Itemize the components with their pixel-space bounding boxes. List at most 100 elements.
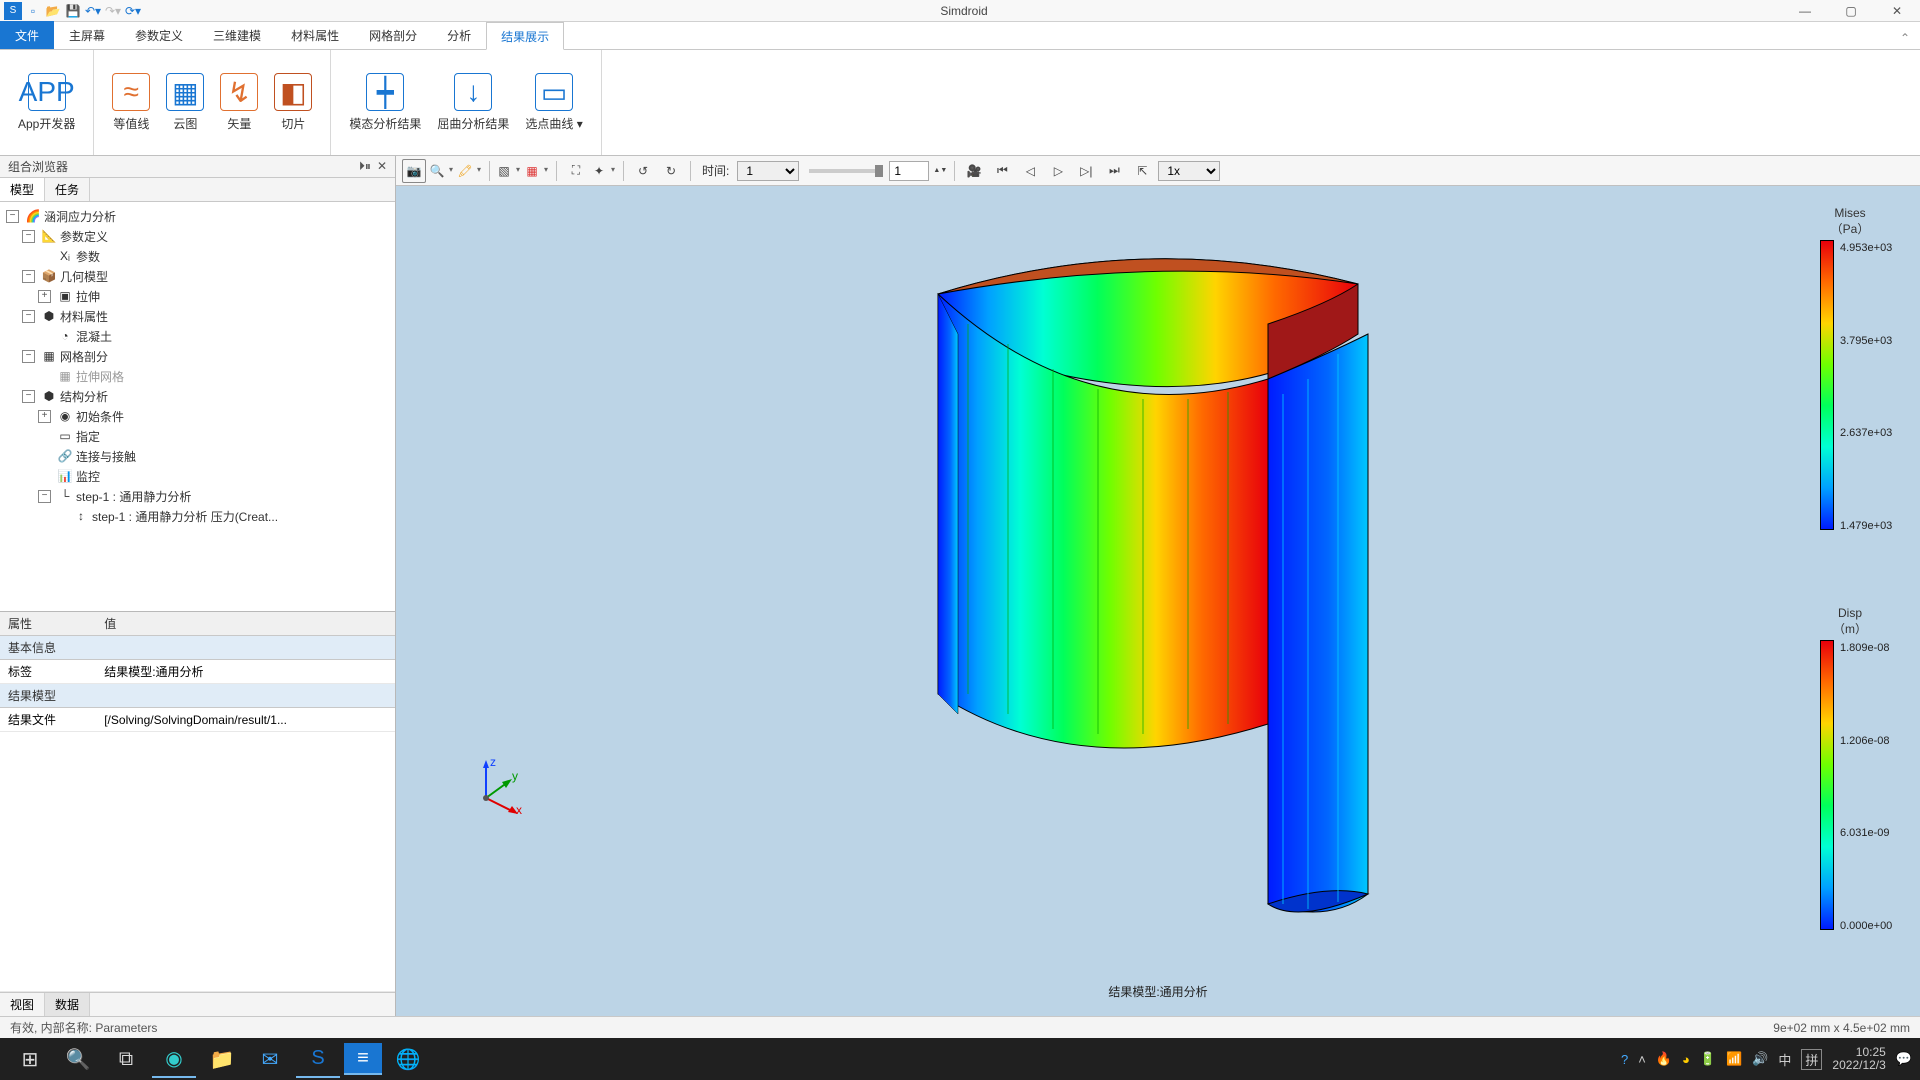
maximize-button[interactable]: ▢ <box>1828 0 1874 22</box>
tab-data[interactable]: 数据 <box>45 993 90 1016</box>
pin-icon[interactable]: ⏵⏸ <box>359 159 371 174</box>
tray-up-icon[interactable]: ˄ <box>1638 1052 1646 1067</box>
tree-node[interactable]: −📦几何模型 <box>2 266 393 286</box>
fit-icon[interactable]: ⛶ <box>564 159 588 183</box>
ime-mode[interactable]: 拼 <box>1801 1049 1822 1070</box>
ribbon-切片[interactable]: ◧切片 <box>266 69 320 136</box>
tree-node[interactable]: −⬢材料属性 <box>2 306 393 326</box>
prev-icon[interactable]: ◁ <box>1018 159 1042 183</box>
ribbon-云图[interactable]: ▦云图 <box>158 69 212 136</box>
camera-icon[interactable]: 📷 <box>402 159 426 183</box>
tree-node[interactable]: −⬢结构分析 <box>2 386 393 406</box>
ribbon-选点曲线[interactable]: ▭选点曲线 ▾ <box>517 69 590 136</box>
tab-analysis[interactable]: 分析 <box>432 21 486 49</box>
prop-value[interactable]: [/Solving/SolvingDomain/result/1... <box>96 708 395 732</box>
tab-results[interactable]: 结果展示 <box>486 22 564 50</box>
prop-value[interactable]: 结果模型:通用分析 <box>96 660 395 684</box>
minimize-button[interactable]: — <box>1782 0 1828 22</box>
next-icon[interactable]: ▷| <box>1074 159 1098 183</box>
start-button[interactable]: ⊞ <box>8 1040 52 1078</box>
app2-icon[interactable]: ≡ <box>344 1043 382 1075</box>
tree-node[interactable]: +◉初始条件 <box>2 406 393 426</box>
ribbon-App开发器[interactable]: APPApp开发器 <box>10 69 83 136</box>
collapse-ribbon-icon[interactable]: ⌃ <box>1890 27 1920 49</box>
tab-mesh[interactable]: 网格剖分 <box>354 21 432 49</box>
grid-icon[interactable]: ▦ <box>525 159 549 183</box>
redo-icon[interactable]: ↷▾ <box>104 2 122 20</box>
viewport-toolbar: 📷 🔍 🖍 ▧ ▦ ⛶ ✦ ↺ ↻ 时间: 1 ▲▼ 🎥 <box>396 156 1920 186</box>
tab-geom[interactable]: 三维建模 <box>198 21 276 49</box>
app1-icon[interactable]: S <box>296 1040 340 1078</box>
tree-node[interactable]: ▦拉伸网格 <box>2 366 393 386</box>
time-select[interactable]: 1 <box>737 161 799 181</box>
quick-access-toolbar: S ▫ 📂 💾 ↶▾ ↷▾ ⟳▾ <box>0 2 146 20</box>
model-tree[interactable]: −🌈涵洞应力分析−📐参数定义Xᵢ参数−📦几何模型+▣拉伸−⬢材料属性◔混凝土−▦… <box>0 202 395 611</box>
tab-task[interactable]: 任务 <box>45 178 90 201</box>
tree-node[interactable]: ↕step-1 : 通用静力分析 压力(Creat... <box>2 506 393 526</box>
tab-file[interactable]: 文件 <box>0 21 54 49</box>
volume-icon[interactable]: 🔊 <box>1752 1051 1768 1067</box>
rotate-left-icon[interactable]: ↺ <box>631 159 655 183</box>
open-icon[interactable]: 📂 <box>44 2 62 20</box>
tree-node[interactable]: 🔗连接与接触 <box>2 446 393 466</box>
app3-icon[interactable]: 🌐 <box>386 1040 430 1078</box>
tab-model[interactable]: 模型 <box>0 178 45 201</box>
tree-node[interactable]: ◔混凝土 <box>2 326 393 346</box>
save-icon[interactable]: 💾 <box>64 2 82 20</box>
result-mesh <box>898 224 1418 944</box>
title-bar: S ▫ 📂 💾 ↶▾ ↷▾ ⟳▾ Simdroid — ▢ ✕ <box>0 0 1920 22</box>
tree-node[interactable]: Xᵢ参数 <box>2 246 393 266</box>
system-tray: ? ˄ 🔥 ◕ 🔋 📶 🔊 中 拼 10:252022/12/3 💬 <box>1621 1046 1912 1072</box>
rotate-right-icon[interactable]: ↻ <box>659 159 683 183</box>
export-icon[interactable]: ⇱ <box>1130 159 1154 183</box>
ime-lang[interactable]: 中 <box>1778 1050 1791 1069</box>
ribbon-矢量[interactable]: ↯矢量 <box>212 69 266 136</box>
explorer-icon[interactable]: 📁 <box>200 1040 244 1078</box>
tree-node[interactable]: ▭指定 <box>2 426 393 446</box>
tray-app2-icon[interactable]: ◕ <box>1682 1052 1690 1067</box>
box-icon[interactable]: ▧ <box>497 159 521 183</box>
time-slider[interactable] <box>809 169 879 173</box>
mail-icon[interactable]: ✉ <box>248 1040 292 1078</box>
battery-icon[interactable]: 🔋 <box>1700 1051 1716 1067</box>
tree-node[interactable]: +▣拉伸 <box>2 286 393 306</box>
taskview-icon[interactable]: ⧉ <box>104 1040 148 1078</box>
tree-node[interactable]: −📐参数定义 <box>2 226 393 246</box>
speed-select[interactable]: 1x <box>1158 161 1220 181</box>
tray-app-icon[interactable]: 🔥 <box>1656 1051 1672 1067</box>
wifi-icon[interactable]: 📶 <box>1726 1051 1742 1067</box>
step-input[interactable] <box>889 161 929 181</box>
tree-node[interactable]: −🌈涵洞应力分析 <box>2 206 393 226</box>
ribbon-模态分析结果[interactable]: ┿模态分析结果 <box>341 69 429 136</box>
step-spinner-icon[interactable]: ▲▼ <box>933 159 947 183</box>
canvas-3d[interactable]: z y x 结果模型:通用分析 Mises（Pa） 4.953e+03 3.79… <box>396 186 1920 1016</box>
search-icon[interactable]: 🔍 <box>56 1040 100 1078</box>
highlight-icon[interactable]: 🖍 <box>458 159 482 183</box>
first-icon[interactable]: ⏮ <box>990 159 1014 183</box>
axes-icon[interactable]: ✦ <box>592 159 616 183</box>
record-icon[interactable]: 🎥 <box>962 159 986 183</box>
play-icon[interactable]: ▷ <box>1046 159 1070 183</box>
zoom-icon[interactable]: 🔍 <box>430 159 454 183</box>
help-icon[interactable]: ? <box>1621 1052 1628 1067</box>
refresh-icon[interactable]: ⟳▾ <box>124 2 142 20</box>
clock[interactable]: 10:252022/12/3 <box>1832 1046 1885 1072</box>
tree-node[interactable]: −└step-1 : 通用静力分析 <box>2 486 393 506</box>
close-button[interactable]: ✕ <box>1874 0 1920 22</box>
new-icon[interactable]: ▫ <box>24 2 42 20</box>
undo-icon[interactable]: ↶▾ <box>84 2 102 20</box>
tree-node[interactable]: 📊监控 <box>2 466 393 486</box>
ribbon-屈曲分析结果[interactable]: ↓屈曲分析结果 <box>429 69 517 136</box>
last-icon[interactable]: ⏭ <box>1102 159 1126 183</box>
tab-view[interactable]: 视图 <box>0 993 45 1016</box>
tab-home[interactable]: 主屏幕 <box>54 21 120 49</box>
property-grid: 属性 值 基本信息 标签 结果模型:通用分析 结果模型 结果文件 [/Solvi… <box>0 611 395 992</box>
notifications-icon[interactable]: 💬 <box>1896 1051 1912 1067</box>
panel-close-icon[interactable]: ✕ <box>377 159 387 174</box>
ribbon-等值线[interactable]: ≈等值线 <box>104 69 158 136</box>
tab-material[interactable]: 材料属性 <box>276 21 354 49</box>
viewport-caption: 结果模型:通用分析 <box>1108 983 1207 1000</box>
tab-params[interactable]: 参数定义 <box>120 21 198 49</box>
tree-node[interactable]: −▦网格剖分 <box>2 346 393 366</box>
edge-icon[interactable]: ◉ <box>152 1040 196 1078</box>
